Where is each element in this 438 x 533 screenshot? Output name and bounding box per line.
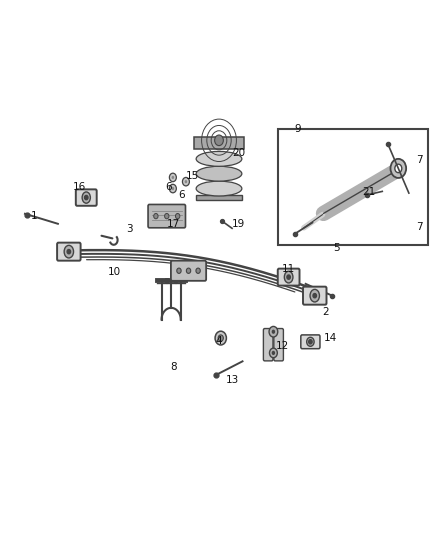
Text: 7: 7: [416, 222, 423, 232]
Circle shape: [176, 214, 180, 219]
Circle shape: [172, 176, 174, 179]
Text: 13: 13: [226, 375, 239, 385]
FancyBboxPatch shape: [263, 328, 273, 361]
Ellipse shape: [310, 289, 319, 302]
Text: 6: 6: [166, 182, 172, 192]
Circle shape: [218, 335, 223, 341]
Ellipse shape: [196, 181, 242, 196]
Text: 19: 19: [232, 219, 245, 229]
Text: 6: 6: [179, 190, 185, 200]
Text: 9: 9: [294, 124, 300, 134]
Text: 11: 11: [282, 264, 295, 274]
Text: 10: 10: [108, 267, 121, 277]
FancyBboxPatch shape: [274, 328, 283, 361]
Circle shape: [185, 180, 187, 183]
Text: 3: 3: [127, 224, 133, 235]
FancyBboxPatch shape: [303, 287, 326, 305]
Circle shape: [196, 268, 200, 273]
Ellipse shape: [196, 151, 242, 166]
Circle shape: [67, 249, 71, 254]
Text: 21: 21: [363, 187, 376, 197]
Ellipse shape: [82, 192, 90, 203]
Circle shape: [269, 326, 278, 337]
Circle shape: [165, 214, 169, 219]
Circle shape: [313, 294, 317, 298]
Circle shape: [215, 331, 226, 345]
Ellipse shape: [64, 245, 74, 258]
Circle shape: [154, 214, 158, 219]
Text: 12: 12: [276, 341, 289, 351]
Ellipse shape: [307, 337, 314, 346]
Bar: [196, 195, 242, 200]
Text: 8: 8: [170, 362, 177, 372]
Text: 1: 1: [31, 211, 37, 221]
Text: 14: 14: [323, 333, 337, 343]
Text: 7: 7: [416, 156, 423, 165]
FancyBboxPatch shape: [76, 189, 97, 206]
FancyBboxPatch shape: [148, 205, 185, 228]
Circle shape: [391, 159, 406, 178]
Bar: [278, 128, 428, 245]
Circle shape: [170, 173, 177, 182]
Text: 4: 4: [215, 336, 223, 346]
FancyBboxPatch shape: [57, 243, 81, 261]
Text: 15: 15: [186, 172, 200, 181]
Bar: [194, 137, 244, 149]
Circle shape: [269, 348, 277, 358]
Circle shape: [309, 340, 312, 344]
Circle shape: [170, 184, 177, 193]
Circle shape: [287, 275, 290, 279]
FancyBboxPatch shape: [171, 261, 206, 281]
FancyBboxPatch shape: [278, 269, 300, 286]
Circle shape: [183, 177, 189, 186]
Circle shape: [215, 135, 223, 146]
Circle shape: [85, 196, 88, 200]
Circle shape: [395, 164, 402, 173]
Circle shape: [172, 187, 174, 190]
Text: 5: 5: [333, 243, 340, 253]
Text: 16: 16: [73, 182, 86, 192]
Circle shape: [186, 268, 191, 273]
Circle shape: [272, 351, 275, 355]
Text: 17: 17: [167, 219, 180, 229]
Ellipse shape: [196, 166, 242, 181]
Text: 20: 20: [232, 148, 245, 158]
Circle shape: [177, 268, 181, 273]
FancyBboxPatch shape: [301, 335, 320, 349]
Text: 2: 2: [322, 306, 329, 317]
Ellipse shape: [284, 271, 293, 283]
Circle shape: [272, 329, 275, 334]
